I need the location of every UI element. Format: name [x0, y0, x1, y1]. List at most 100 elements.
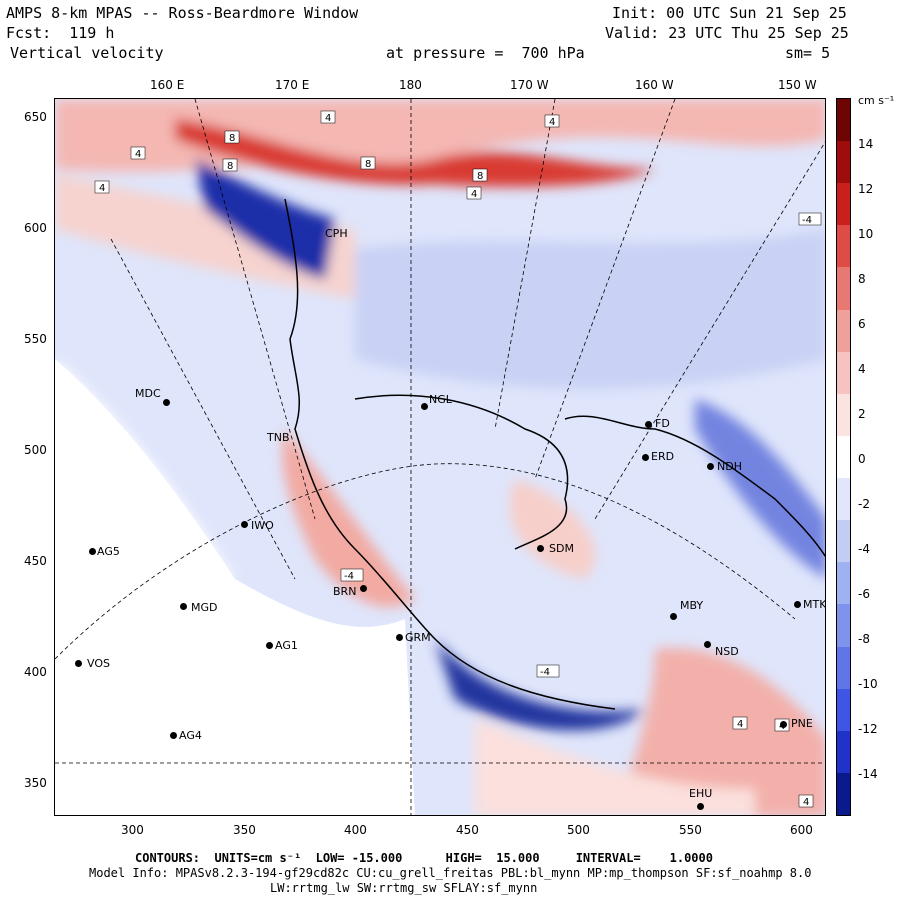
colorbar-segment — [837, 183, 850, 226]
top-tick: 150 W — [778, 78, 817, 92]
pressure-level: at pressure = 700 hPa — [386, 44, 585, 62]
station-dot — [537, 545, 544, 552]
station-dot — [89, 548, 96, 555]
station-label: EHU — [689, 787, 713, 800]
station-dot — [780, 721, 787, 728]
valid-time: Valid: 23 UTC Thu 25 Sep 25 — [605, 24, 849, 42]
station-label: MGD — [191, 601, 218, 614]
colorbar-label: 4 — [858, 362, 866, 376]
meridian-line — [594, 141, 825, 520]
contour-label: -4 — [802, 215, 812, 226]
station-dot — [670, 613, 677, 620]
bottom-tick: 500 — [567, 823, 590, 837]
contour-label: 4 — [737, 719, 743, 730]
contour-label: 8 — [229, 133, 235, 144]
station-label: ERD — [651, 450, 675, 463]
map-plot-area: 4 8 8 8 4 4 8 4 4 -4 -4 -4 4 4 — [54, 98, 826, 816]
top-tick: 160 E — [150, 78, 185, 92]
station-label: SDM — [549, 542, 574, 555]
colorbar-label: -14 — [858, 767, 878, 781]
colorbar-units: cm s⁻¹ — [858, 94, 895, 107]
station-label: PNE — [791, 717, 813, 730]
colorbar-segment — [837, 309, 850, 352]
colorbar-label: 6 — [858, 317, 866, 331]
left-tick: 500 — [24, 443, 47, 457]
station-label: MTK — [803, 598, 826, 611]
contour-label: 8 — [365, 159, 371, 170]
bottom-tick: 300 — [121, 823, 144, 837]
coast-west — [284, 198, 616, 710]
station-label: MDC — [135, 387, 161, 400]
station-label: AG1 — [275, 639, 298, 652]
station-dot — [704, 641, 711, 648]
left-tick: 600 — [24, 221, 47, 235]
station-dot — [707, 463, 714, 470]
central-descent — [355, 229, 825, 389]
top-tick: 170 W — [510, 78, 549, 92]
south-weak-ascent — [475, 719, 755, 815]
station-label: NDH — [717, 460, 742, 473]
station-dot — [75, 660, 82, 667]
station-dot — [163, 399, 170, 406]
station-dot — [645, 421, 652, 428]
station-label: GRM — [405, 631, 431, 644]
meridian-line — [194, 99, 316, 520]
station-label: MBY — [680, 599, 704, 612]
graticule — [55, 99, 825, 815]
contour-info: CONTOURS: UNITS=cm s⁻¹ LOW= -15.000 HIGH… — [135, 851, 713, 865]
station-label: IWO — [251, 519, 274, 532]
colorbar-segment — [837, 435, 850, 478]
station-label: TNB — [267, 431, 290, 444]
northwest-ascent — [55, 174, 355, 299]
station-dot — [421, 403, 428, 410]
station-dot — [794, 601, 801, 608]
station-label: BRN — [333, 585, 357, 598]
colorbar-segment — [837, 772, 850, 815]
southeast-ascent — [615, 647, 825, 815]
contour-label: 4 — [135, 149, 141, 160]
top-tick: 160 W — [635, 78, 674, 92]
colorbar-label: 8 — [858, 272, 866, 286]
colorbar-label: -4 — [858, 542, 870, 556]
contour-label: 4 — [549, 117, 555, 128]
bottom-tick: 600 — [790, 823, 813, 837]
contour-label: -4 — [344, 571, 354, 582]
parallel-circle — [55, 463, 796, 660]
colorbar-segment — [837, 604, 850, 647]
left-tick: 650 — [24, 110, 47, 124]
station-label: FD — [655, 417, 670, 430]
station-label: NGL — [429, 393, 452, 406]
left-tick: 550 — [24, 332, 47, 346]
station-dot — [180, 603, 187, 610]
colorbar-label: 10 — [858, 227, 874, 241]
colorbar-segment — [837, 267, 850, 310]
bottom-tick: 350 — [233, 823, 256, 837]
bottom-tick: 400 — [344, 823, 367, 837]
station-dot — [266, 642, 273, 649]
field-name: Vertical velocity — [10, 44, 164, 62]
colorbar-label: -12 — [858, 722, 878, 736]
contour-label: 4 — [471, 189, 477, 200]
strong-ascent-band — [175, 119, 655, 187]
contour-label: 4 — [325, 113, 331, 124]
coast-interior — [354, 394, 569, 550]
south-descent — [435, 639, 645, 731]
colorbar — [836, 98, 851, 816]
ross-ice-shelf — [55, 359, 415, 815]
colorbar-label: -2 — [858, 497, 870, 511]
bottom-tick: 550 — [679, 823, 702, 837]
colorbar-label: -10 — [858, 677, 878, 691]
station-label: AG5 — [97, 545, 120, 558]
colorbar-segment — [837, 225, 850, 268]
meridian-line — [534, 99, 676, 480]
colorbar-label: -6 — [858, 587, 870, 601]
coastline — [284, 198, 825, 710]
colorbar-segment — [837, 646, 850, 689]
station-label: CPH — [325, 227, 348, 240]
colorbar-segment — [837, 478, 850, 521]
colorbar-label: 0 — [858, 452, 866, 466]
contour-label: 8 — [227, 161, 233, 172]
colorbar-label: 12 — [858, 182, 874, 196]
transantarctic-ascent — [282, 429, 415, 607]
colorbar-segment — [837, 688, 850, 731]
